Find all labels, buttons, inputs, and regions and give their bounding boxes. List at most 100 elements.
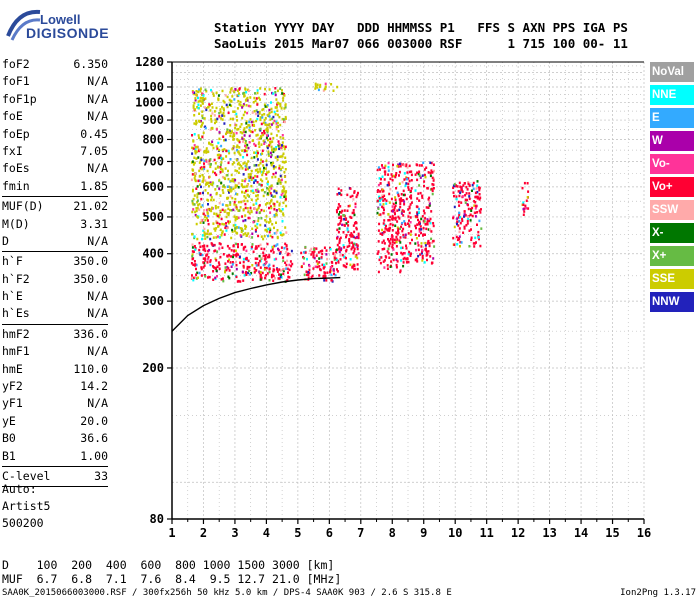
echo-point — [259, 223, 262, 227]
echo-point — [390, 260, 393, 263]
echo-point — [201, 102, 204, 105]
echo-point — [195, 222, 198, 226]
echo-point — [209, 165, 212, 169]
echo-point — [270, 123, 273, 126]
echo-point — [478, 219, 481, 223]
echo-point — [382, 260, 385, 263]
echo-point — [201, 99, 204, 103]
echo-point — [193, 114, 196, 117]
echo-point — [193, 194, 196, 197]
echo-point — [232, 138, 235, 141]
echo-point — [259, 170, 262, 173]
echo-point — [270, 275, 273, 279]
param-label: yE — [2, 413, 16, 428]
echo-point — [274, 171, 277, 175]
echo-point — [235, 275, 238, 279]
echo-point — [377, 166, 380, 169]
echo-point — [232, 187, 235, 191]
echo-point — [418, 220, 421, 224]
echo-point — [329, 270, 331, 274]
echo-point — [338, 192, 341, 195]
echo-point — [430, 187, 433, 191]
echo-point — [354, 205, 357, 209]
echo-point — [284, 180, 287, 184]
echo-point — [321, 263, 324, 267]
echo-point — [241, 215, 244, 218]
echo-point — [236, 149, 239, 152]
echo-point — [227, 260, 229, 263]
echo-point — [260, 158, 263, 162]
echo-point — [277, 179, 280, 183]
echo-point — [234, 169, 237, 172]
echo-point — [273, 214, 276, 217]
echo-point — [223, 176, 226, 180]
echo-point — [197, 100, 200, 103]
echo-point — [278, 273, 280, 276]
echo-point — [281, 166, 284, 169]
echo-point — [265, 128, 268, 131]
echo-point — [215, 220, 218, 223]
echo-point — [238, 152, 241, 155]
echo-point — [349, 263, 352, 267]
echo-point — [245, 249, 248, 253]
echo-point — [402, 227, 405, 231]
echo-point — [275, 120, 278, 124]
echo-point — [386, 267, 389, 270]
echo-point — [267, 227, 270, 231]
echo-point — [214, 257, 217, 260]
echo-point — [342, 231, 345, 234]
echo-point — [387, 219, 390, 222]
echo-point — [274, 87, 277, 90]
echo-point — [277, 277, 280, 280]
echo-point — [281, 191, 284, 195]
echo-point — [407, 215, 410, 218]
echo-point — [270, 249, 273, 253]
echo-point — [380, 256, 383, 259]
echo-point — [259, 167, 262, 171]
echo-point — [229, 201, 232, 204]
echo-point — [279, 209, 282, 212]
echo-point — [350, 216, 353, 219]
x-tick-label: 15 — [605, 526, 619, 540]
echo-point — [395, 245, 398, 248]
echo-point — [326, 271, 329, 274]
echo-point — [199, 245, 202, 248]
echo-point — [390, 173, 393, 176]
echo-point — [256, 133, 259, 137]
echo-point — [428, 219, 431, 223]
echo-point — [269, 126, 272, 129]
echo-point — [192, 263, 195, 266]
echo-point — [264, 121, 267, 125]
echo-point — [337, 223, 340, 226]
echo-point — [376, 190, 379, 193]
param-label: fxI — [2, 143, 23, 158]
echo-point — [258, 96, 260, 100]
echo-point — [382, 206, 385, 210]
echo-point — [284, 195, 287, 198]
echo-point — [210, 198, 213, 202]
echo-point — [200, 96, 202, 100]
echo-point — [235, 263, 238, 267]
echo-point — [377, 250, 380, 254]
echo-point — [387, 165, 390, 169]
echo-point — [401, 253, 404, 256]
echo-point — [383, 198, 386, 201]
echo-point — [227, 207, 230, 211]
echo-point — [407, 188, 410, 191]
param-value: N/A — [87, 233, 108, 248]
echo-point — [242, 128, 245, 132]
echo-point — [431, 171, 434, 174]
echo-point — [432, 257, 435, 260]
echo-point — [209, 259, 212, 262]
echo-point — [268, 279, 271, 282]
echo-point — [392, 208, 395, 212]
echo-point — [215, 145, 218, 148]
echo-point — [225, 155, 228, 158]
echo-point — [276, 109, 279, 112]
echo-point — [453, 243, 456, 246]
echo-point — [285, 231, 288, 234]
header-row2: SaoLuis 2015 Mar07 066 003000 RSF 1 715 … — [214, 36, 628, 51]
y-tick-label: 80 — [150, 512, 164, 526]
echo-point — [241, 227, 243, 231]
echo-point — [349, 215, 352, 219]
